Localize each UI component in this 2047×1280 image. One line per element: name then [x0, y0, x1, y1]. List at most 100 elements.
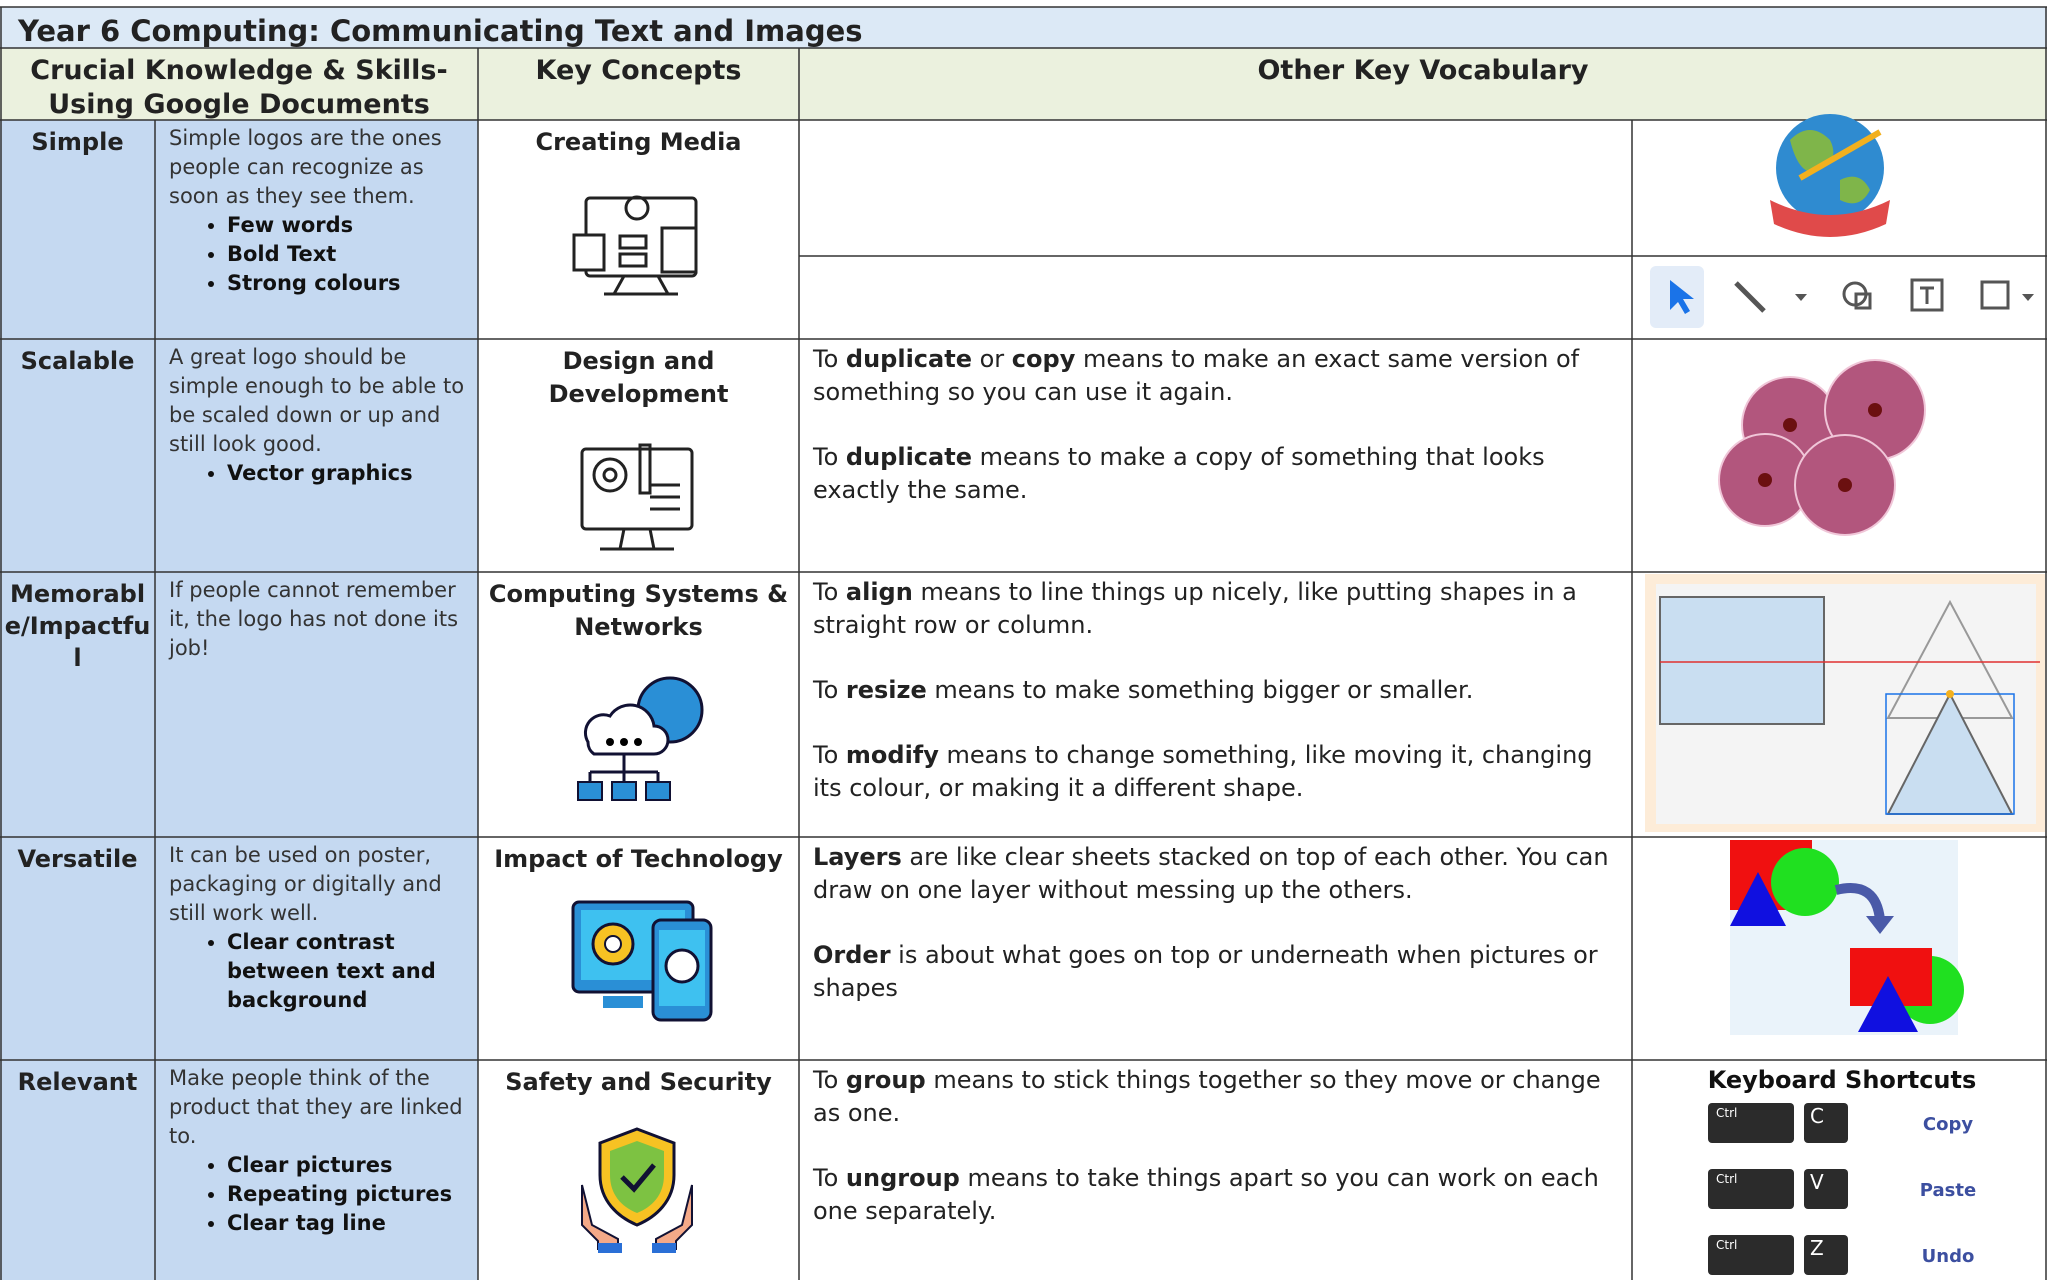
concept-text: Creating Media: [535, 128, 742, 156]
letter-key: [1804, 1235, 1848, 1275]
concept-text: Impact of Technology: [494, 845, 783, 873]
letter-key: [1804, 1169, 1848, 1209]
concept-text: Design and Development: [548, 347, 729, 408]
align-picture: [1645, 574, 2045, 832]
bullet: Bold Text: [227, 240, 468, 269]
header: Key Concepts: [535, 55, 742, 86]
description: Simple logos are the ones people can rec…: [155, 120, 478, 339]
vocabulary: [799, 120, 1632, 256]
key-label: Z: [1810, 1236, 1824, 1260]
action-label: Undo: [1922, 1246, 1975, 1267]
key-label: V: [1810, 1170, 1824, 1194]
bullet-text: Strong colours: [227, 271, 401, 295]
text-run: To: [813, 578, 846, 606]
network-icon: [577, 676, 704, 801]
text-run: is about what goes on top or underneath …: [813, 941, 1598, 1002]
concept: Impact of Technology: [478, 837, 799, 1060]
vocabulary-paragraph: To duplicate or copy means to make an ex…: [813, 343, 1618, 409]
letter-key: [1804, 1103, 1848, 1143]
bullet-text: Clear tag line: [227, 1211, 386, 1235]
creating-media-icon: [572, 195, 698, 296]
text-run: means to line things up nicely, like put…: [813, 578, 1577, 639]
text-run: To: [813, 1164, 846, 1192]
vocabulary-paragraph: To modify means to change something, lik…: [813, 739, 1618, 805]
row-name: Relevant: [0, 1060, 155, 1280]
text-run: means to take things apart so you can wo…: [813, 1164, 1599, 1225]
bullet-list: Vector graphics: [169, 459, 468, 488]
text-run: To: [813, 345, 846, 373]
vocabulary: [799, 256, 1632, 339]
text-run: or: [971, 345, 1012, 373]
concept-text: Computing Systems & Networks: [488, 580, 789, 641]
header: Other Key Vocabulary: [1257, 55, 1589, 86]
bullet-text: Bold Text: [227, 242, 337, 266]
row-name: Simple: [31, 128, 124, 156]
concept: Creating Media: [478, 120, 799, 339]
text-run: To: [813, 741, 846, 769]
title: Year 6 Computing: Communicating Text and…: [18, 14, 863, 48]
description: Make people think of the product that th…: [155, 1060, 478, 1280]
bullet-list: Clear contrast between text and backgrou…: [169, 928, 468, 1015]
header-cell: Other Key Vocabulary: [799, 48, 2047, 120]
description: A great logo should be simple enough to …: [155, 339, 478, 572]
vocabulary-paragraph: To align means to line things up nicely,…: [813, 576, 1618, 642]
row-name: Versatile: [0, 837, 155, 1060]
vocabulary-paragraph: Layers are like clear sheets stacked on …: [813, 841, 1618, 907]
modifier-key: [1708, 1169, 1794, 1209]
vocabulary: To align means to line things up nicely,…: [799, 572, 1632, 837]
bullet-text: Few words: [227, 213, 354, 237]
bold-term: Layers: [813, 843, 902, 871]
bullet-list: Few words Bold Text Strong colours: [169, 211, 468, 298]
row-name: Scalable: [20, 347, 135, 375]
text-run: means to stick things together so they m…: [813, 1066, 1601, 1127]
row-name: Simple: [0, 120, 155, 339]
bullet-text: Clear contrast between text and backgrou…: [227, 930, 436, 1012]
bullet-text: Repeating pictures: [227, 1182, 453, 1206]
concept: Computing Systems & Networks: [478, 572, 799, 837]
bullet-text: Vector graphics: [227, 461, 413, 485]
text-run: To: [813, 443, 846, 471]
bullet-text: Clear pictures: [227, 1153, 393, 1177]
row-name: Scalable: [0, 339, 155, 572]
text-run: To: [813, 1066, 846, 1094]
row-name: Memorable/Impactful: [0, 572, 155, 837]
vocabulary: To group means to stick things together …: [799, 1060, 1632, 1280]
bullet: Clear tag line: [227, 1209, 468, 1238]
bullet: Clear pictures: [227, 1151, 468, 1180]
bullet: Vector graphics: [227, 459, 468, 488]
text-run: means to change something, like moving i…: [813, 741, 1593, 802]
description: It can be used on poster, packaging or d…: [155, 837, 478, 1060]
modifier-key: [1708, 1235, 1794, 1275]
title-cell: Year 6 Computing: Communicating Text and…: [0, 7, 2047, 48]
description-text: Simple logos are the ones people can rec…: [169, 126, 442, 208]
concept-text: Safety and Security: [505, 1068, 772, 1096]
bold-term: align: [845, 578, 913, 606]
bullet: Few words: [227, 211, 468, 240]
bullet: Strong colours: [227, 269, 468, 298]
shortcuts-title: Keyboard Shortcuts: [1708, 1066, 1977, 1094]
text-run: To: [813, 676, 846, 704]
bold-term: resize: [845, 676, 927, 704]
security-icon: [581, 1127, 693, 1253]
bold-term: duplicate: [845, 345, 972, 373]
bold-term: copy: [1011, 345, 1076, 373]
modifier-key: [1708, 1103, 1794, 1143]
text-run: are like clear sheets stacked on top of …: [813, 843, 1609, 904]
vocabulary: To duplicate or copy means to make an ex…: [799, 339, 1632, 572]
vocabulary-paragraph: Order is about what goes on top or under…: [813, 939, 1618, 1005]
bold-term: ungroup: [845, 1164, 960, 1192]
vocabulary-paragraph: To duplicate means to make a copy of som…: [813, 441, 1618, 507]
key-label: C: [1810, 1104, 1824, 1128]
description-text: A great logo should be simple enough to …: [169, 345, 465, 456]
header-cell: Crucial Knowledge & Skills- Using Google…: [0, 48, 478, 120]
text-run: means to make something bigger or smalle…: [926, 676, 1474, 704]
vocabulary: Layers are like clear sheets stacked on …: [799, 837, 1632, 1060]
vocabulary-paragraph: To resize means to make something bigger…: [813, 674, 1618, 707]
description-text: It can be used on poster, packaging or d…: [169, 843, 442, 925]
action-label: Copy: [1923, 1114, 1973, 1135]
modifier-label: Ctrl: [1716, 1238, 1737, 1252]
